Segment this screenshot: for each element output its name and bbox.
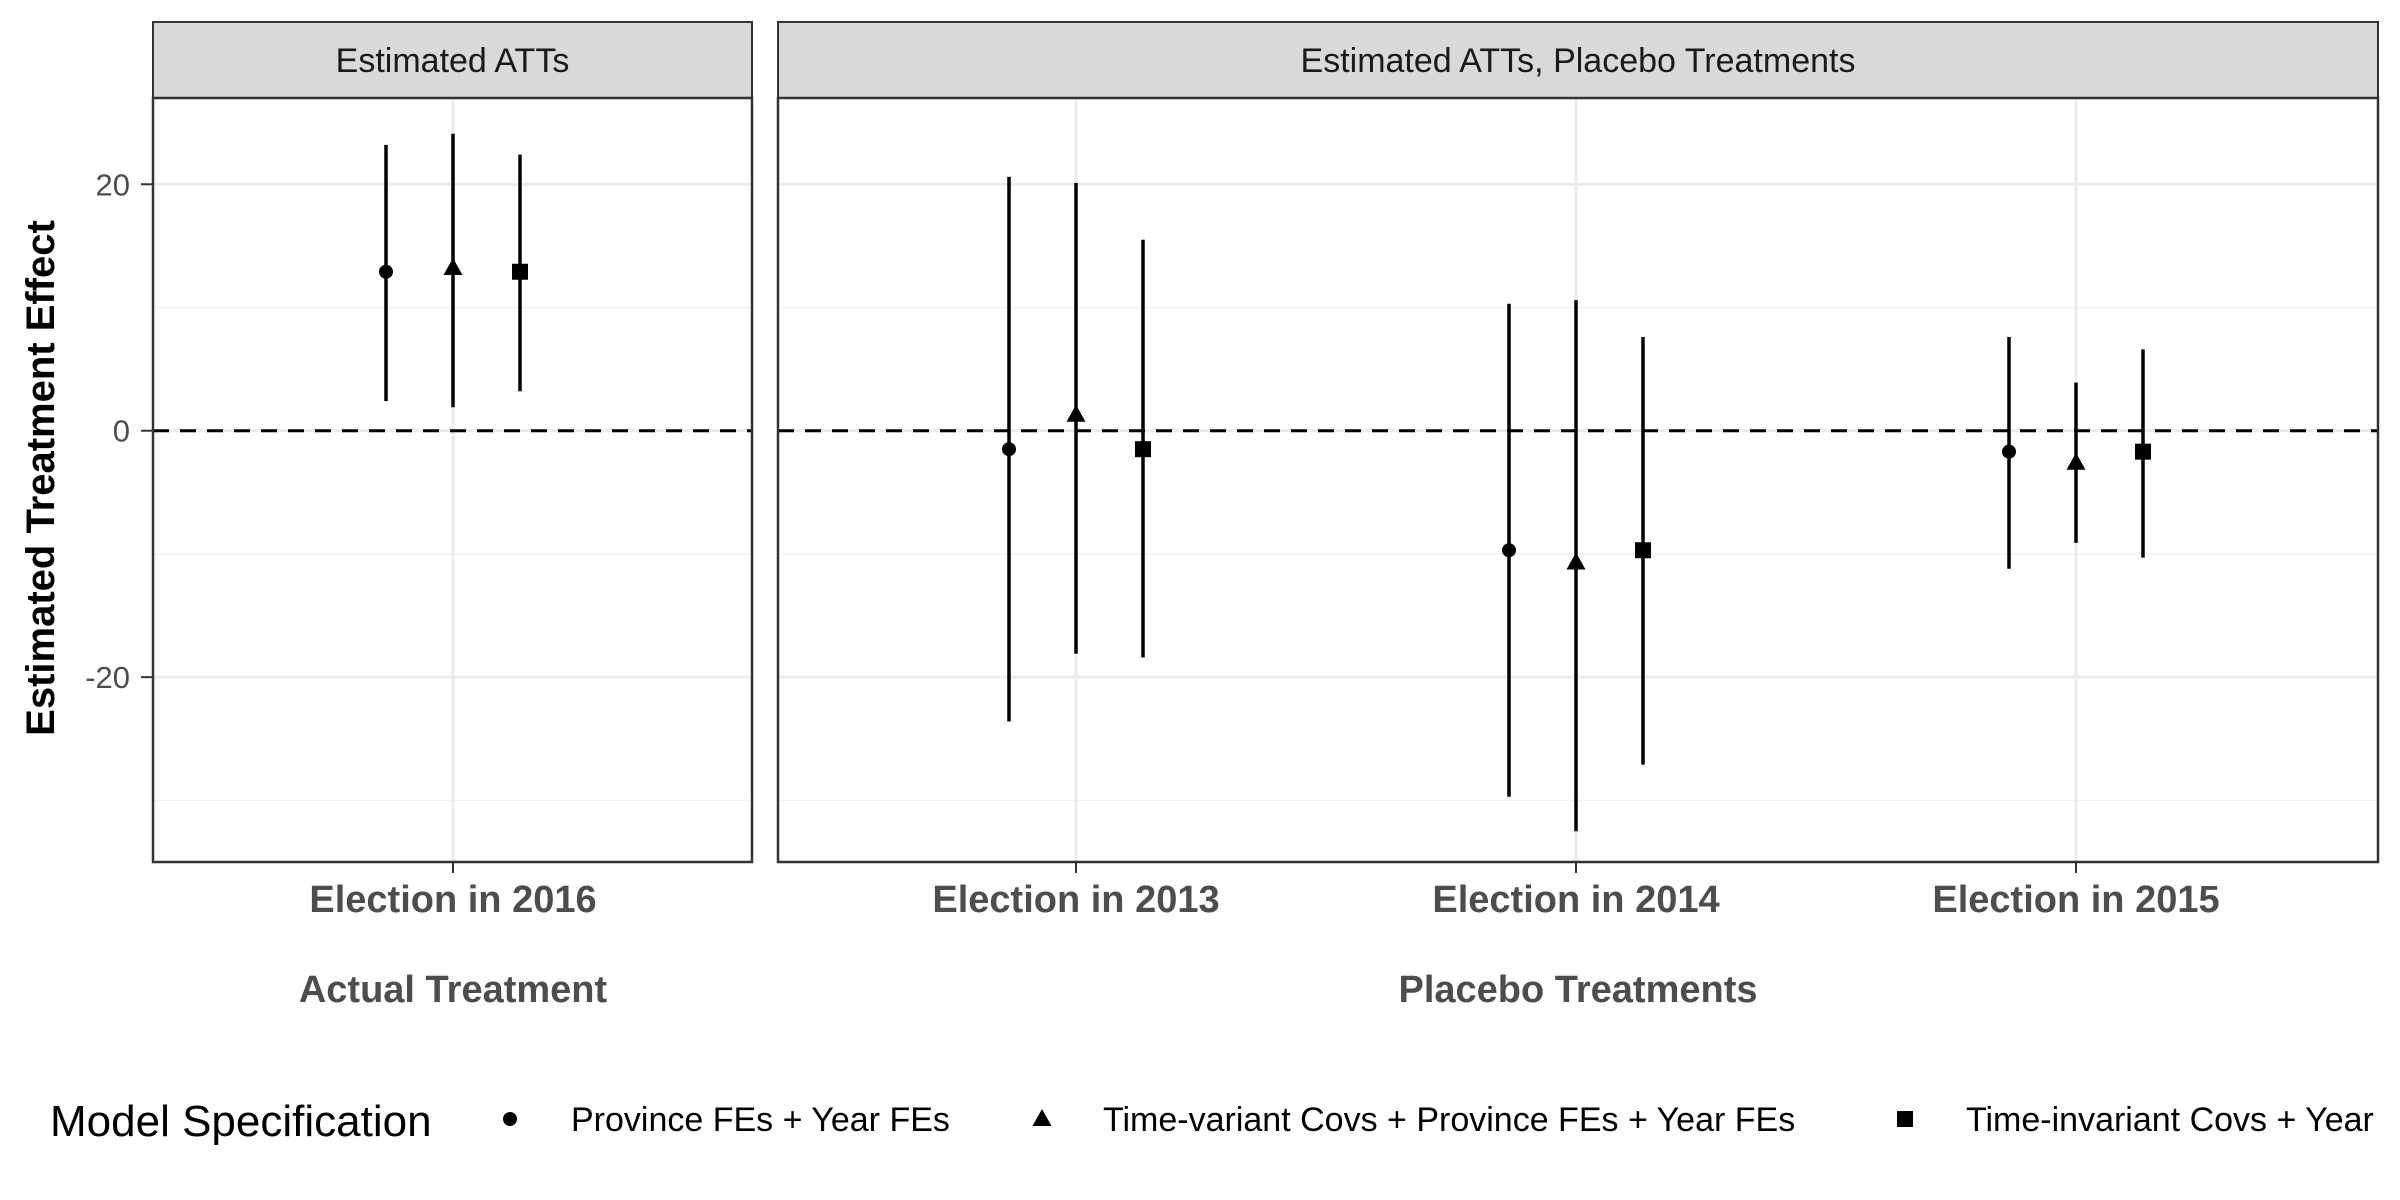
series-square [1135,239,2151,765]
point-circle [379,264,393,279]
point-square [2135,443,2151,460]
series-triangle [1066,183,2086,832]
point-square [512,263,528,280]
legend-label: Province FEs + Year FEs [571,1101,950,1139]
point-square [1135,441,1151,458]
facet-panels: Estimated ATTs Election in 2016 Actual Tre… [151,21,2380,1011]
panel-1: Estimated ATTs Election in 2016 Actual Tre… [151,21,754,1011]
series-circle [379,144,393,402]
x-tick-label: Election in 2016 [309,879,596,921]
point-square [1635,542,1651,559]
series-circle [1002,176,2016,797]
x-axis-title: Placebo Treatments [1398,969,1757,1011]
point-triangle [2066,452,2086,470]
legend-title: Model Specification [50,1097,432,1146]
legend-label: Time-invariant Covs + Year [1966,1101,2374,1139]
legend-entry: Province FEs + Year FEs [503,1101,950,1139]
facet-strip [152,21,753,99]
y-axis: -20 0 20 [85,167,153,695]
point-triangle [1032,1109,1052,1126]
x-tick-label: Election in 2014 [1432,879,1719,921]
point-circle [2002,444,2016,459]
point-circle [1002,442,1016,457]
panel-background [778,98,2378,862]
facet-strip [777,21,2379,99]
y-tick-label: 20 [96,167,130,202]
panel-border [151,96,754,864]
y-tick-label: -20 [85,660,130,695]
facet-strip-label: Estimated ATTs, Placebo Treatments [1301,42,1856,80]
point-triangle [1066,404,1086,422]
legend-label: Time-variant Covs + Province FEs + Year … [1103,1101,1795,1139]
y-axis-title: Estimated Treatment Effect [19,220,63,736]
point-circle [503,1112,517,1126]
panel-border [776,96,2380,864]
point-triangle [1566,552,1586,570]
x-tick-label: Election in 2013 [932,879,1219,921]
x-tick-label: Election in 2015 [1932,879,2219,921]
legend: Model Specification Province FEs + Year … [50,1097,2374,1146]
point-square [1897,1111,1913,1127]
facet-strip-label: Estimated ATTs [336,42,570,80]
point-circle [1502,543,1516,558]
x-axis-title: Actual Treatment [299,969,608,1011]
legend-entry: Time-invariant Covs + Year [1897,1101,2374,1139]
y-tick-label: 0 [113,414,130,449]
panel-2: Estimated ATTs, Placebo Treatments Electi… [776,21,2380,1011]
series-square [512,154,528,392]
series-triangle [443,133,463,408]
legend-entry: Time-variant Covs + Province FEs + Year … [1032,1101,1795,1139]
point-triangle [443,258,463,276]
